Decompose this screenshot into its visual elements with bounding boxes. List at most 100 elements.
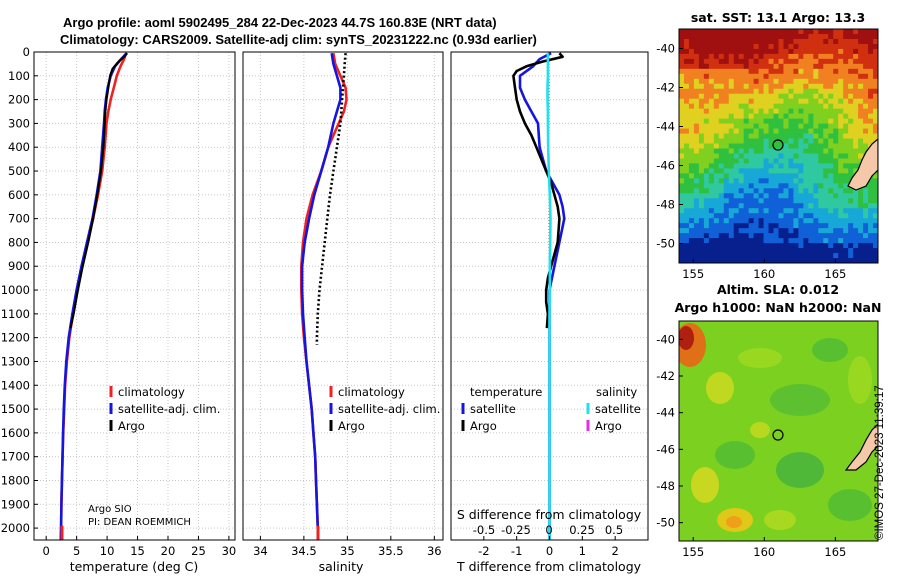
sst-cell	[833, 48, 839, 55]
sst-cell	[753, 113, 760, 120]
sla-map-axes: 155 160 165-40-42-44-46-48-50	[656, 332, 846, 559]
sst-cell	[773, 148, 779, 154]
sst-cell	[778, 163, 784, 169]
sst-cell	[818, 188, 824, 194]
sst-cell	[768, 238, 774, 244]
sst-cell	[713, 68, 720, 75]
sst-cell	[738, 38, 745, 45]
sst-cell	[873, 123, 878, 129]
sst-cell	[738, 188, 745, 194]
sst-cell	[738, 228, 745, 234]
sst-cell	[763, 258, 769, 263]
sst-cell	[693, 213, 700, 219]
sst-cell	[728, 163, 735, 169]
sst-cell	[833, 193, 839, 199]
sst-cell	[753, 223, 760, 229]
sst-cell	[683, 258, 690, 263]
legend-climatology-label: climatology	[118, 385, 185, 399]
sst-cell	[768, 143, 774, 149]
sst-cell	[813, 153, 819, 159]
sst-cell	[698, 33, 705, 40]
sst-cell	[843, 29, 849, 35]
sst-cell	[818, 123, 824, 129]
sst-cell	[818, 113, 824, 120]
sst-cell	[679, 158, 685, 164]
sst-cell	[688, 183, 695, 189]
sst-cell	[828, 203, 834, 209]
sst-cell	[873, 173, 878, 179]
sst-cell	[703, 138, 710, 144]
sst-cell	[863, 118, 869, 124]
sst-cell	[708, 128, 715, 134]
sst-cell	[773, 103, 779, 110]
sst-cell	[758, 143, 764, 149]
sst-cell	[838, 183, 844, 189]
sst-cell	[793, 223, 799, 229]
sst-cell	[843, 223, 849, 229]
sst-cell	[723, 228, 730, 234]
sst-cell	[688, 128, 695, 134]
depth-tick-label: 1400	[1, 378, 30, 392]
sst-cell	[768, 58, 774, 65]
sst-cell	[693, 33, 700, 40]
sst-cell	[743, 213, 750, 219]
sst-cell	[748, 228, 755, 234]
sst-cell	[773, 218, 779, 224]
sst-cell	[728, 133, 735, 139]
sst-cell	[813, 158, 819, 164]
sst-cell	[733, 188, 740, 194]
sst-cell	[848, 248, 854, 254]
temperature-panel: 0100200300400500600700800900100011001200…	[1, 45, 237, 574]
sst-cell	[698, 78, 705, 85]
sst-cell	[723, 258, 730, 263]
sst-cell	[713, 53, 720, 60]
sst-cell	[763, 73, 769, 80]
difference-panel: -2 -1 0 1 2 T difference from climatology S …	[450, 51, 649, 574]
sst-cell	[703, 103, 710, 110]
sst-cell	[683, 78, 690, 85]
sst-cell	[688, 248, 695, 254]
sst-cell	[828, 128, 834, 134]
sst-cell	[738, 133, 745, 139]
sst-cell	[838, 248, 844, 254]
sst-cell	[853, 29, 859, 35]
sst-cell	[783, 153, 789, 159]
depth-tick-label: 1500	[1, 402, 30, 416]
sst-cell	[753, 178, 760, 184]
sst-cell	[728, 103, 735, 110]
sst-cell	[713, 253, 720, 259]
sst-cell	[843, 113, 849, 120]
sst-cell	[703, 68, 710, 75]
sst-cell	[758, 248, 764, 254]
sst-cell	[783, 148, 789, 154]
sst-cell	[813, 203, 819, 209]
sst-cell	[733, 233, 740, 239]
sst-cell	[698, 223, 705, 229]
sst-cell	[679, 88, 685, 95]
sst-cell	[688, 123, 695, 129]
sst-cell	[868, 68, 874, 75]
sst-cell	[873, 108, 878, 115]
sst-cell	[773, 258, 779, 263]
sst-cell	[843, 83, 849, 90]
sst-cell	[733, 258, 740, 263]
sst-cell	[803, 193, 809, 199]
sst-cell	[818, 73, 824, 80]
sst-cell	[733, 213, 740, 219]
sst-cell	[763, 93, 769, 100]
sst-cell	[808, 68, 814, 75]
sst-cell	[813, 198, 819, 204]
sst-cell	[858, 43, 864, 50]
sst-cell	[843, 173, 849, 179]
sst-cell	[718, 158, 725, 164]
sst-cell	[748, 203, 755, 209]
t-difference-axis-label: T difference from climatology	[456, 559, 642, 574]
sst-cell	[733, 118, 740, 124]
sst-cell	[688, 133, 695, 139]
sst-cell	[738, 68, 745, 75]
sst-cell	[718, 63, 725, 70]
sst-cell	[683, 243, 690, 249]
sst-cell	[803, 98, 809, 105]
sst-cell	[688, 233, 695, 239]
sst-cell	[738, 173, 745, 179]
